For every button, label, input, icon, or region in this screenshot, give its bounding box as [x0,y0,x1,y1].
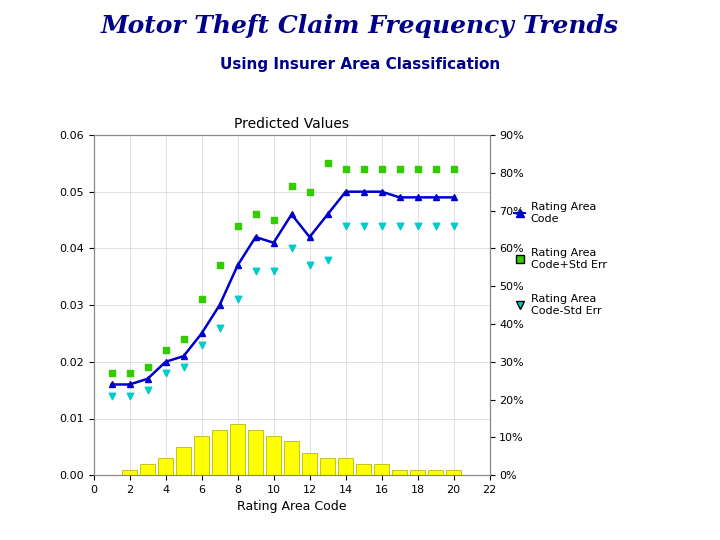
Bar [158,458,174,475]
Bar [248,430,264,475]
Title: Predicted Values: Predicted Values [234,117,349,131]
Point [178,363,189,372]
Bar [176,447,192,475]
X-axis label: Rating Area Code: Rating Area Code [237,501,346,514]
Bar [284,441,300,475]
Point [376,221,387,230]
Point [142,363,153,372]
Point [250,267,261,275]
Bar [212,430,228,475]
Point [124,392,135,400]
Bar [320,458,336,475]
Point [322,255,333,264]
Bar [140,464,156,475]
Point [412,165,423,173]
Point [142,386,153,394]
Bar [410,469,426,475]
Point [394,221,405,230]
Bar [374,464,390,475]
Point [268,215,279,225]
Bar [428,469,444,475]
Point [304,187,315,196]
Point [430,221,441,230]
Point [304,261,315,270]
Point [268,267,279,275]
Bar [266,435,282,475]
Bar [392,469,408,475]
Point [106,369,117,377]
Point [250,210,261,219]
Point [340,221,351,230]
Point [286,181,297,191]
Bar [122,469,138,475]
Point [358,221,369,230]
Bar [338,458,354,475]
Point [196,341,207,349]
Point [124,369,135,377]
Point [358,165,369,173]
Text: Using Insurer Area Classification: Using Insurer Area Classification [220,57,500,72]
Point [412,221,423,230]
Point [106,392,117,400]
Bar [446,469,462,475]
Point [232,221,243,230]
Bar [302,453,318,475]
Legend: Rating Area
Code, Rating Area
Code+Std Err, Rating Area
Code-Std Err: Rating Area Code, Rating Area Code+Std E… [510,198,611,320]
Point [448,221,459,230]
Point [214,261,225,270]
Point [160,369,171,377]
Point [160,346,171,355]
Point [430,165,441,173]
Point [214,323,225,332]
Point [232,295,243,303]
Point [340,165,351,173]
Point [178,335,189,343]
Point [286,244,297,253]
Bar [194,435,210,475]
Bar [230,424,246,475]
Point [376,165,387,173]
Text: Motor Theft Claim Frequency Trends: Motor Theft Claim Frequency Trends [101,14,619,37]
Point [196,295,207,303]
Point [448,165,459,173]
Bar [356,464,372,475]
Point [322,159,333,167]
Point [394,165,405,173]
